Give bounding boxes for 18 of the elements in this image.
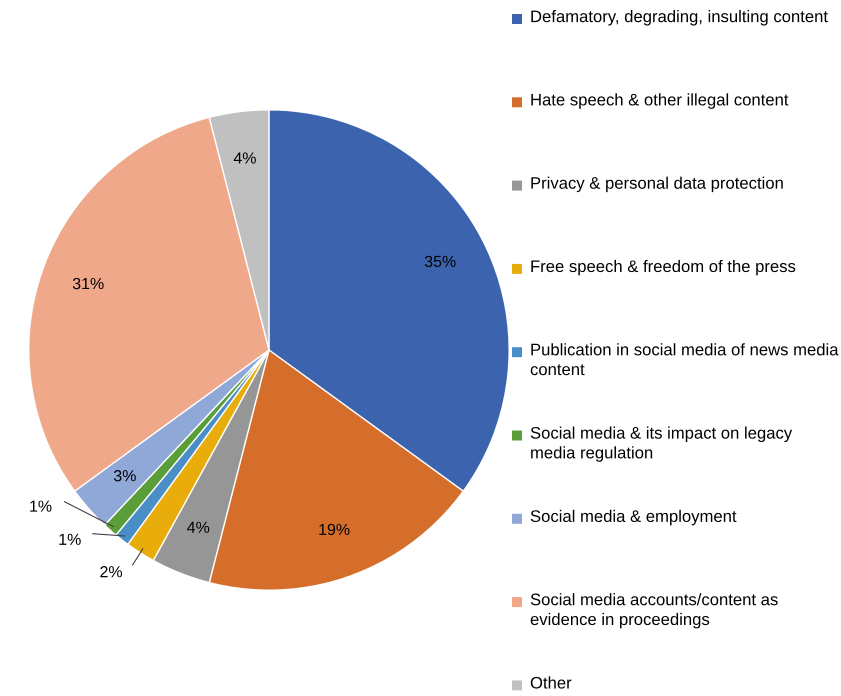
legend-label: Privacy & personal data protection	[531, 176, 783, 192]
legend-label: Social media & employment	[530, 510, 736, 526]
data-label: 1%	[59, 534, 81, 545]
data-label: 1%	[30, 500, 52, 512]
legend-label: Social media & its impact on legacy media regulation	[530, 426, 792, 462]
legend-label: Social media accounts/content as evidence in proceedings	[530, 593, 778, 628]
data-label: 3%	[114, 470, 136, 482]
legend-label: Hate speech & other illegal content	[531, 93, 788, 109]
legend-label: Defamatory, degrading, insulting content	[531, 10, 828, 26]
data-label: 4%	[234, 152, 256, 164]
data-label: 2%	[100, 566, 122, 578]
data-label: 35%	[424, 256, 456, 268]
legend-label: Publication in social media of news media content	[530, 343, 838, 376]
data-label: 19%	[319, 524, 350, 536]
data-label: 31%	[72, 278, 104, 290]
legend-label: Other	[530, 676, 572, 689]
data-label: 4%	[187, 522, 210, 533]
legend-label: Free speech & freedom of the press	[531, 260, 796, 276]
